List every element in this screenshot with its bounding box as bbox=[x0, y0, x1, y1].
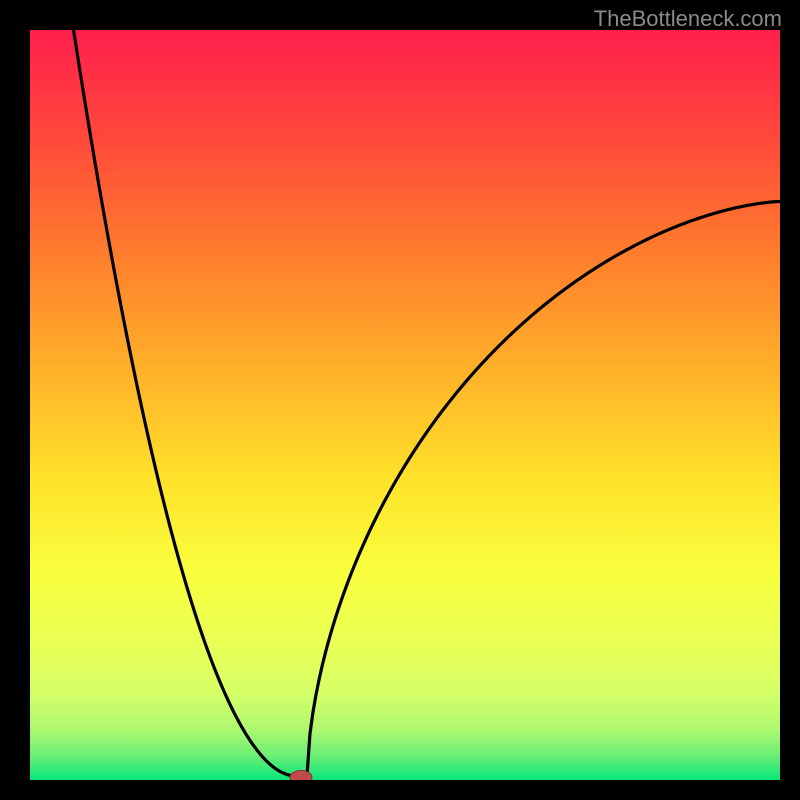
bottleneck-chart bbox=[28, 28, 782, 782]
chart-svg bbox=[28, 28, 782, 782]
